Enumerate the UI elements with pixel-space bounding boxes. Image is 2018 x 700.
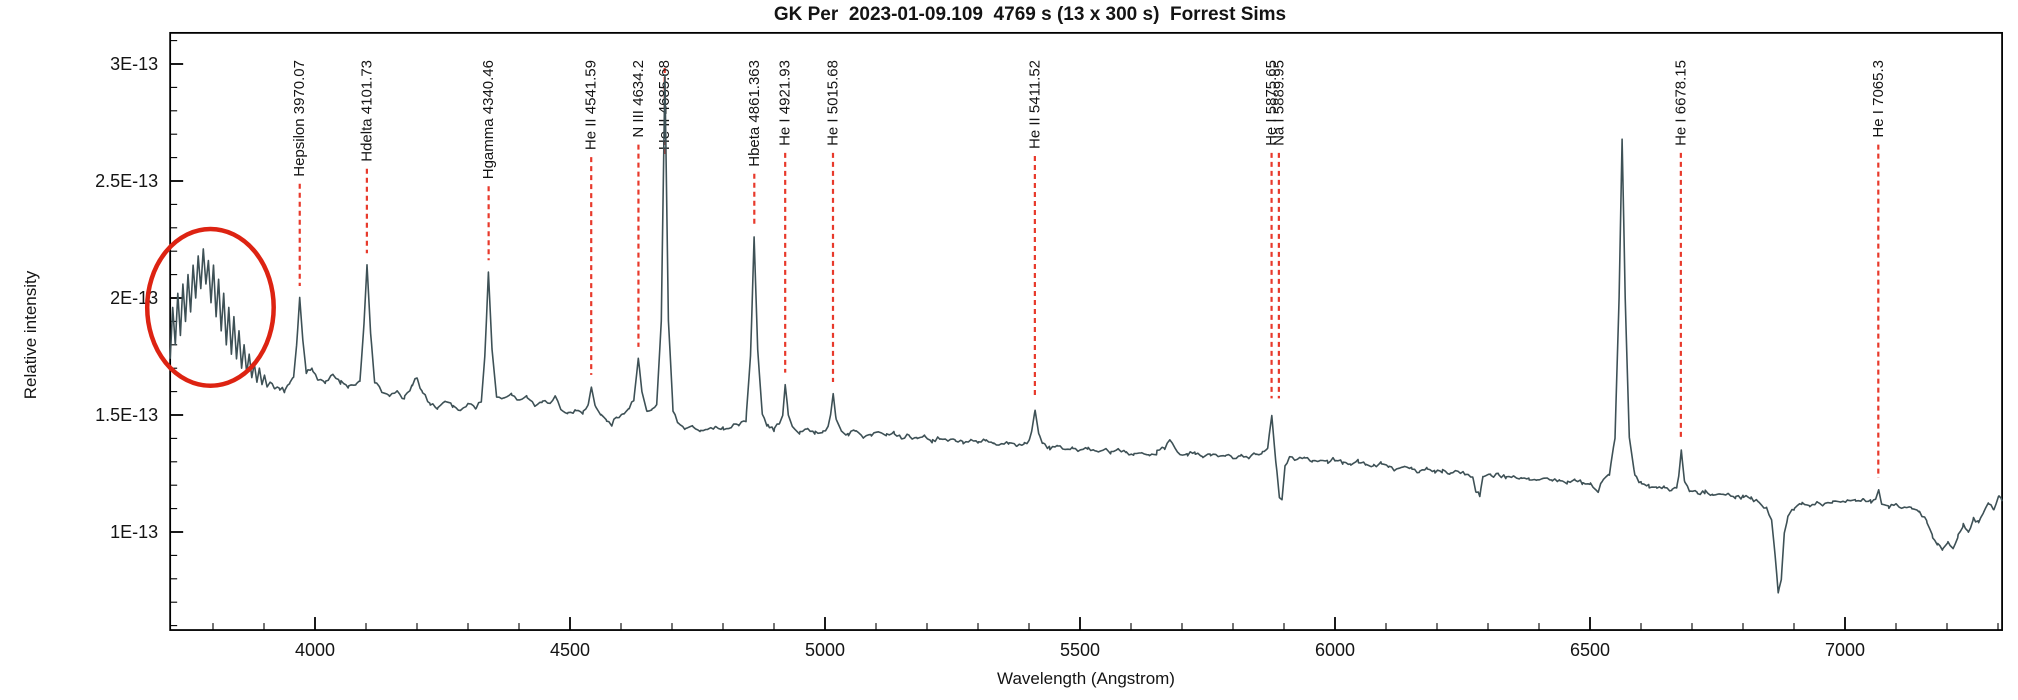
x-tick-label: 7000 [1825,640,1865,660]
x-tick-label: 4000 [295,640,335,660]
spectral-line-label: He I 6678.15 [1672,60,1689,146]
spectral-line-markers: Hepsilon 3970.07 Hdelta 4101.73 Hgamma 434… [291,60,1887,478]
x-axis-title: Wavelength (Angstrom) [997,669,1175,688]
y-tick-label: 2.5E-13 [95,171,158,191]
axis-ticks [170,40,1999,631]
spectral-line-label: He II 5411.52 [1026,60,1043,149]
y-axis-title: Relative intensity [21,270,40,399]
x-tick-label: 4500 [550,640,590,660]
x-tick-label: 6000 [1315,640,1355,660]
plot-border [169,31,2003,631]
highlight-ellipse [144,226,276,388]
chart-title: GK Per 2023-01-09.109 4769 s (13 x 300 s… [774,4,1286,25]
spectral-line-label: He I 5875.65 [1263,60,1280,146]
spectrum-path [169,74,2003,594]
y-tick-label: 2E-13 [110,288,158,308]
axis-tick-labels: 4000 4500 5000 5500 6000 6500 7000 1E-13 1.5E-13… [95,54,1865,660]
x-tick-label: 5500 [1060,640,1100,660]
plot-frame [169,31,2003,631]
spectral-line-label: Hdelta 4101.73 [358,60,375,162]
y-tick-label: 3E-13 [110,54,158,74]
spectral-line-label: He I 5015.68 [824,60,841,146]
y-tick-label: 1E-13 [110,522,158,542]
y-tick-label: 1.5E-13 [95,405,158,425]
annotations [144,226,276,388]
spectral-line-label: He I 4921.93 [777,60,794,146]
spectral-line-label: He I 7065.3 [1870,60,1887,138]
spectral-line-label: Hepsilon 3970.07 [291,60,308,177]
spectral-line-label: Hbeta 4861.363 [746,60,763,167]
spectral-line-label: He II 4541.59 [583,60,600,150]
x-tick-label: 5000 [805,640,845,660]
x-tick-label: 6500 [1570,640,1610,660]
spectrum-trace [169,74,2003,594]
spectral-line-label: Na I 5889.95 [1270,60,1287,146]
spectral-line-label: N III 4634.2 [630,60,647,138]
spectral-line-label: Hgamma 4340.46 [480,60,497,179]
